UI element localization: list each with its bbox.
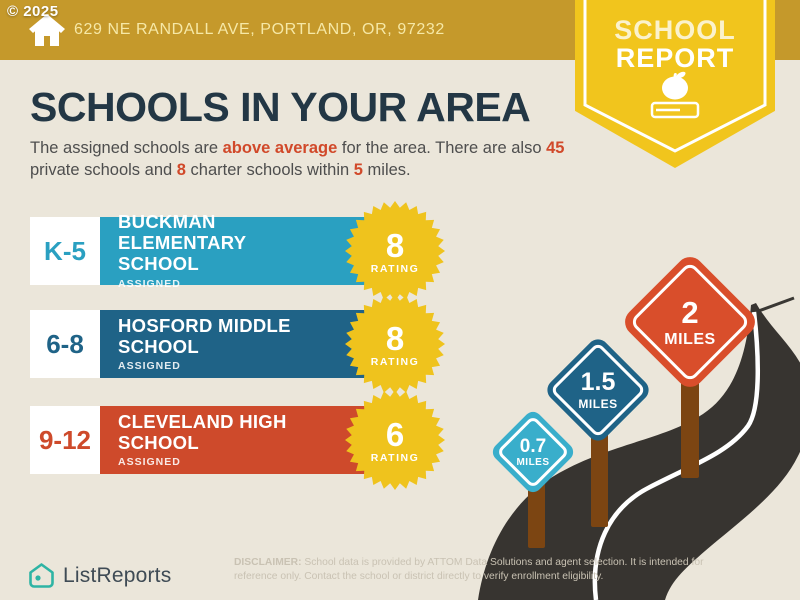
pennant-inner-border (583, 0, 767, 153)
school-row-high: 9-12 CLEVELAND HIGH SCHOOL ASSIGNED 6 RA… (30, 390, 480, 490)
disclaimer-lead: DISCLAIMER: (234, 557, 302, 568)
distance-sign-0-7-miles: 0.7 MILES (489, 408, 577, 496)
intro-accent-private-count: 45 (546, 139, 565, 157)
sign-distance-unit: MILES (664, 330, 716, 348)
intro-text: The assigned schools are above average f… (30, 138, 578, 182)
intro-segment: miles. (362, 160, 411, 179)
assigned-tag: ASSIGNED (118, 277, 181, 290)
intro-segment: for the area. There are also (337, 139, 547, 157)
school-bar: CLEVELAND HIGH SCHOOL ASSIGNED (100, 406, 365, 474)
assigned-tag: ASSIGNED (118, 456, 181, 469)
school-row-elementary: K-5 BUCKMAN ELEMENTARY SCHOOL ASSIGNED 8… (30, 201, 480, 301)
brand-name: ListReports (63, 563, 172, 587)
disclaimer-body: School data is provided by ATTOM Data So… (234, 557, 704, 582)
rating-value: 6 (385, 416, 405, 453)
sign-distance-value: 2 (681, 294, 699, 330)
school-report-badge: SCHOOL REPORT (575, 0, 775, 168)
rating-value: 8 (385, 227, 405, 264)
copyright-watermark: © 2025 (7, 3, 59, 20)
apple-on-book-icon (650, 71, 700, 119)
house-icon (29, 14, 65, 46)
school-bar: BUCKMAN ELEMENTARY SCHOOL ASSIGNED (100, 212, 365, 290)
school-name: CLEVELAND HIGH SCHOOL (118, 410, 287, 453)
disclaimer-text: DISCLAIMER: School data is provided by A… (234, 556, 716, 583)
property-address: 629 NE RANDALL AVE, PORTLAND, OR, 97232 (74, 21, 445, 38)
school-name: BUCKMAN ELEMENTARY SCHOOL (118, 211, 247, 274)
rating-starburst: 8 RATING (345, 294, 445, 394)
intro-segment: private schools and (30, 160, 177, 179)
badge-title-line1: SCHOOL (614, 15, 736, 45)
rating-label: RATING (370, 452, 420, 464)
intro-accent-charter-count: 8 (176, 160, 186, 179)
rating-label: RATING (370, 263, 420, 275)
rating-starburst: 8 RATING (345, 201, 445, 301)
school-row-middle: 6-8 HOSFORD MIDDLE SCHOOL ASSIGNED 8 RAT… (30, 294, 480, 394)
grade-range-badge: K-5 (30, 217, 100, 285)
listreports-brand: ListReports (28, 562, 171, 589)
sign-distance-unit: MILES (516, 456, 550, 468)
rating-label: RATING (370, 356, 420, 368)
distance-sign-2-miles: 2 MILES (619, 251, 761, 393)
sign-distance-value: 0.7 (519, 435, 547, 457)
sign-distance-value: 1.5 (580, 368, 616, 396)
intro-accent-above-average: above average (222, 139, 338, 157)
assigned-tag: ASSIGNED (118, 360, 181, 373)
grade-range-badge: 9-12 (30, 406, 100, 474)
intro-segment: The assigned schools are (30, 139, 223, 157)
rating-value: 8 (385, 320, 405, 357)
page-title: SCHOOLS IN YOUR AREA (30, 84, 531, 130)
rating-starburst: 6 RATING (345, 390, 445, 490)
school-bar: HOSFORD MIDDLE SCHOOL ASSIGNED (100, 310, 365, 378)
distance-sign-1-5-miles: 1.5 MILES (542, 334, 654, 446)
grade-range-badge: 6-8 (30, 310, 100, 378)
badge-title-line2: REPORT (615, 43, 735, 74)
intro-segment: charter schools within (185, 160, 354, 179)
intro-accent-radius-miles: 5 (353, 160, 363, 179)
sign-distance-unit: MILES (578, 397, 618, 411)
school-name: HOSFORD MIDDLE SCHOOL (118, 314, 291, 357)
listreports-logo-icon (29, 563, 54, 588)
